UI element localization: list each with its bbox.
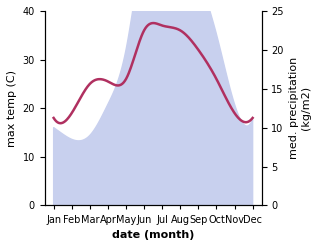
Y-axis label: med. precipitation
(kg/m2): med. precipitation (kg/m2) [289, 57, 311, 159]
X-axis label: date (month): date (month) [112, 230, 194, 240]
Y-axis label: max temp (C): max temp (C) [7, 70, 17, 147]
